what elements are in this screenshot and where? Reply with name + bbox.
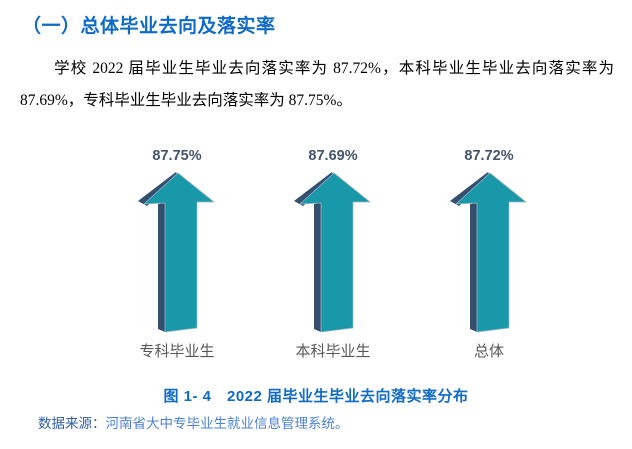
category-label: 专科毕业生: [139, 344, 215, 360]
up-arrow-icon: [138, 172, 215, 333]
chart-column-zhuanke: 87.75% 专科毕业生: [99, 148, 255, 361]
figure-caption: 图 1- 4 2022 届毕业生毕业去向落实率分布: [163, 388, 469, 405]
category-label: 总体: [473, 344, 504, 360]
section-heading: （一）总体毕业去向及落实率: [22, 16, 276, 37]
data-source-text: 河南省大中专毕业生就业信息管理系统。: [105, 416, 349, 431]
up-arrow-icon: [294, 172, 371, 333]
category-label: 本科毕业生: [295, 344, 371, 360]
chart-column-benke: 87.69% 本科毕业生: [255, 148, 411, 361]
data-label: 87.75%: [152, 148, 202, 164]
body-paragraph: 学校 2022 届毕业生毕业去向落实率为 87.72%，本科毕业生毕业去向落实率…: [20, 60, 614, 109]
data-label: 87.72%: [464, 148, 514, 164]
chart-column-zongti: 87.72% 总体: [411, 148, 567, 361]
data-label: 87.69%: [308, 148, 358, 164]
data-source-label: 数据来源：: [38, 416, 106, 431]
figure-arrow-chart: 87.75% 专科毕业生 87.69% 本科毕业生 87.72%: [99, 148, 567, 361]
data-source-line: 数据来源：河南省大中专毕业生就业信息管理系统。: [38, 412, 349, 432]
up-arrow-icon: [450, 172, 527, 333]
